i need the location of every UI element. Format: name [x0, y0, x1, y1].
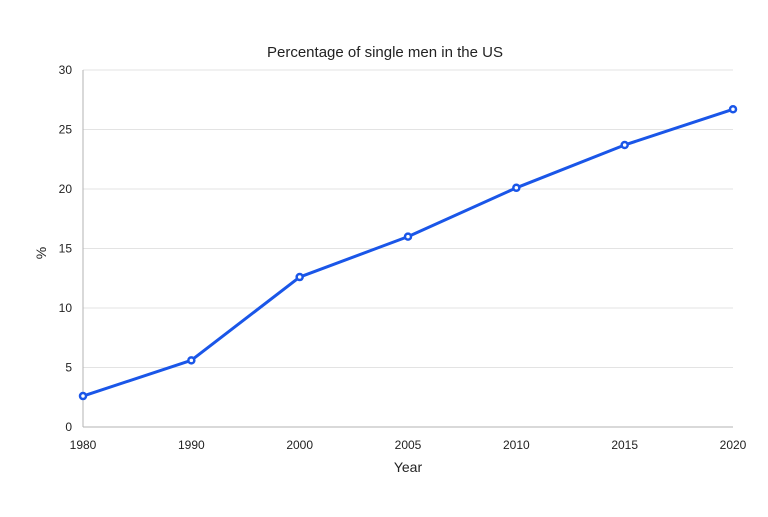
data-point-2015 [620, 140, 629, 150]
x-tick-label: 2020 [720, 438, 747, 452]
y-tick-label: 20 [59, 182, 73, 196]
y-axis-title: % [33, 247, 49, 259]
y-tick-label: 15 [59, 242, 73, 256]
y-tick-label: 0 [65, 420, 72, 434]
data-point-1980 [78, 391, 88, 401]
data-point-1990 [187, 356, 196, 365]
series [78, 105, 738, 401]
x-tick-label: 2015 [611, 438, 638, 452]
x-tick-label: 2000 [286, 438, 313, 452]
data-point-2000 [295, 272, 304, 282]
y-tick-label: 10 [59, 301, 73, 315]
y-tick-label: 25 [59, 123, 73, 137]
axes [82, 70, 733, 428]
data-point-2020 [728, 105, 738, 114]
chart-title: Percentage of single men in the US [267, 44, 503, 61]
x-tick-label: 2010 [503, 438, 530, 452]
x-axis-title: Year [394, 459, 423, 475]
y-tick-label: 30 [59, 63, 73, 77]
y-tick-labels: 0 5 10 15 20 25 30 [59, 63, 73, 434]
gridlines [83, 69, 733, 368]
x-tick-label: 1980 [70, 438, 97, 452]
series-line [81, 107, 735, 398]
x-tick-labels: 1980 1990 2000 2005 2010 2015 2020 [70, 438, 747, 452]
y-tick-label: 5 [65, 361, 72, 375]
data-point-2005 [403, 232, 413, 241]
data-point-2010 [512, 183, 521, 193]
x-tick-label: 1990 [178, 438, 205, 452]
x-tick-label: 2005 [395, 438, 422, 452]
